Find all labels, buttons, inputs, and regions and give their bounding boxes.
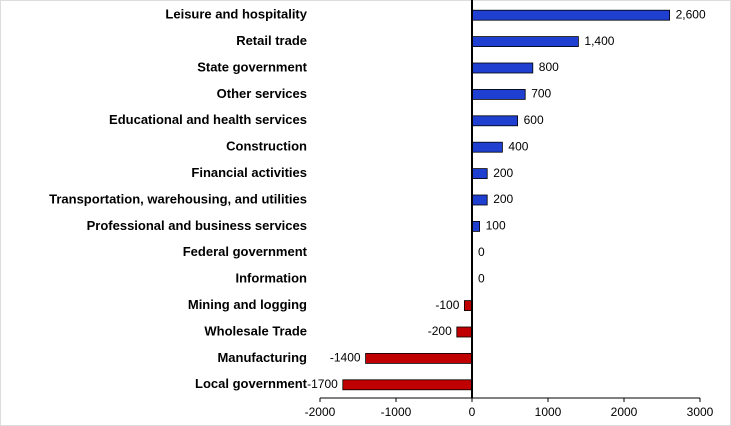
category-label: Mining and logging [188,297,307,312]
value-label: 600 [524,113,544,127]
bar [471,220,480,232]
bar [471,62,534,74]
x-tick-label: -2000 [305,405,336,419]
bar [471,168,488,180]
bar [471,115,518,127]
bar [463,300,473,312]
bar [471,36,579,47]
bar [471,194,488,206]
value-label: 0 [478,245,485,259]
bar [365,352,473,364]
value-label: 2,600 [676,7,706,21]
bar [456,326,473,338]
category-label: Local government [195,376,308,391]
category-label: Construction [226,139,307,154]
value-label: -100 [435,298,459,312]
x-tick-label: 0 [469,405,476,419]
category-label: Information [236,271,308,286]
value-label: 400 [508,139,528,153]
bar [471,89,526,100]
category-label: Federal government [183,244,308,259]
value-label: 700 [531,87,551,101]
value-label: 0 [478,271,485,285]
category-label: Transportation, warehousing, and utiliti… [49,191,307,206]
value-label: 800 [539,60,559,74]
value-label: 200 [493,192,513,206]
x-tick-label: 3000 [687,405,714,419]
value-label: 1,400 [584,34,614,48]
x-tick-label: 1000 [535,405,562,419]
category-label: Other services [217,86,307,101]
bar [471,141,503,153]
x-tick-label: -1000 [381,405,412,419]
value-label: -1700 [307,377,338,391]
value-label: 100 [486,219,506,233]
value-label: 200 [493,166,513,180]
category-label: Professional and business services [87,218,307,233]
category-label: Educational and health services [109,112,307,127]
category-label: State government [197,59,307,74]
bar [342,379,473,391]
category-label: Wholesale Trade [204,323,307,338]
category-label: Leisure and hospitality [165,7,307,22]
value-label: -1400 [330,351,361,365]
x-tick-label: 2000 [611,405,638,419]
bar [471,9,671,21]
category-label: Manufacturing [217,350,307,365]
category-label: Financial activities [191,165,307,180]
value-label: -200 [428,324,452,338]
category-label: Retail trade [236,33,307,48]
